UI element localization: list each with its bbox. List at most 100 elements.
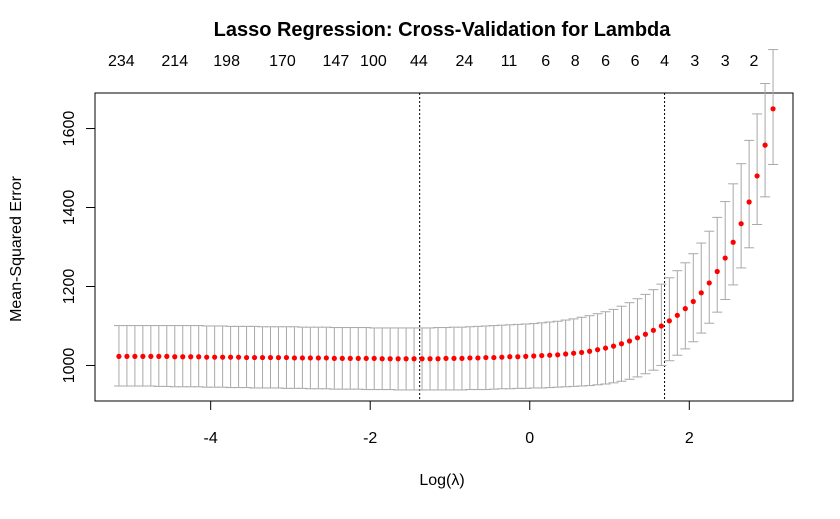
data-point [291,355,298,361]
data-point [491,354,497,361]
y-axis-label: Mean-Squared Error [8,175,25,322]
top-axis-label: 198 [213,53,240,70]
data-point [347,355,353,361]
data-point [164,353,170,359]
data-point [132,353,138,359]
data-point [371,355,377,361]
data-point [507,354,513,360]
data-point [196,354,202,360]
y-tick-label: 1600 [61,111,78,147]
data-point [148,353,154,359]
data-point [267,354,274,361]
top-axis-label: 6 [631,53,640,70]
x-tick-label: 0 [525,430,534,447]
data-point [411,356,417,362]
reference-lines [419,93,666,401]
data-point [666,318,672,324]
data-point [722,255,728,261]
data-point [642,331,649,337]
data-point [355,355,361,361]
data-point [523,353,529,359]
data-point [363,355,369,361]
error-bar [680,262,691,350]
data-point [443,355,449,361]
data-point [387,356,393,362]
error-bar [752,113,763,225]
data-point [331,355,337,361]
data-points [116,106,776,362]
data-point [220,354,226,360]
error-bar [720,201,731,301]
data-point [212,354,218,360]
x-tick-label: 2 [685,430,694,447]
data-point [770,106,776,112]
top-axis-label: 214 [161,53,188,70]
data-point [618,341,625,347]
data-point [459,355,465,361]
data-point [235,354,242,360]
data-point [228,354,234,360]
data-point [180,354,186,360]
data-point [706,280,712,286]
data-point [563,351,569,357]
data-point [275,354,282,361]
data-point [403,356,409,362]
data-point [204,354,210,360]
error-bars [113,49,779,391]
top-axis-label: 3 [721,53,730,70]
data-point [299,355,306,361]
data-point [315,355,321,361]
data-point [307,355,313,361]
data-point [283,354,290,361]
data-point [547,352,553,358]
data-point [682,306,688,312]
data-point [379,356,385,362]
data-point [188,354,194,360]
data-point [259,354,266,361]
data-point [762,142,768,148]
y-tick-label: 1200 [61,269,78,305]
data-point [323,355,329,361]
data-point [746,199,752,205]
data-point [634,335,641,341]
data-point [714,268,720,275]
top-axis-label: 170 [269,53,296,70]
top-axis-label: 2 [749,53,758,70]
error-bar [744,139,755,249]
error-bar [704,230,715,324]
error-bar [688,253,699,343]
data-point [395,356,401,362]
top-axis-labels: 234 214 198 170 147 100 44 24 11 6 8 6 6 4 3 3 2 [108,53,758,70]
data-point [594,347,601,353]
error-bar [712,216,723,313]
y-tick-label: 1400 [61,190,78,226]
top-axis-label: 6 [601,53,610,70]
top-axis-label: 100 [360,53,387,70]
data-point [602,345,609,351]
top-axis-label: 44 [410,53,428,70]
data-point [579,349,585,356]
data-point [650,327,657,333]
data-point [451,355,457,361]
data-point [251,354,258,361]
data-point [483,354,489,361]
top-axis-label: 6 [541,53,550,70]
data-point [738,221,744,227]
data-point [539,352,545,359]
top-axis-label: 4 [660,53,669,70]
data-point [116,353,122,359]
data-point [586,348,593,354]
data-point [427,356,433,362]
data-point [435,356,441,362]
x-tick-label: -2 [363,430,377,447]
data-point [571,350,577,356]
y-axis: 1000 1200 1400 1600 [61,111,96,383]
data-point [172,354,178,360]
data-point [140,353,146,359]
data-point [467,355,473,361]
data-point [419,356,425,362]
data-point [730,239,736,245]
top-axis-label: 147 [323,53,350,70]
data-point [658,323,664,329]
